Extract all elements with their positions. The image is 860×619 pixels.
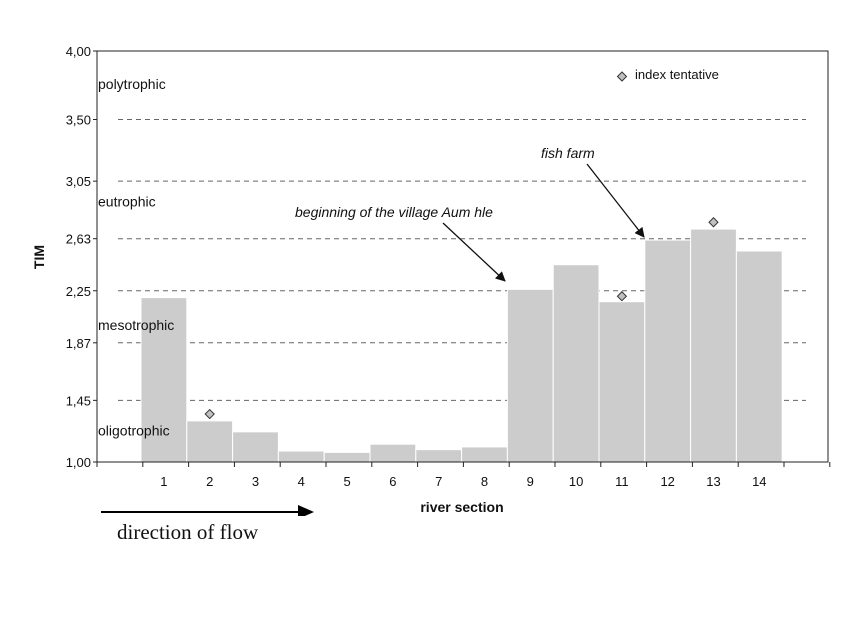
y-tick-label: 4,00: [66, 44, 91, 59]
y-tick-label: 2,25: [66, 284, 91, 299]
legend-diamond-icon: [616, 71, 628, 82]
x-axis-ticks: 1 2 3 4 5 6 7 8 9 10 11 12 13 14: [96, 462, 831, 489]
tentative-points: [204, 217, 719, 420]
x-tick-label: 14: [752, 474, 766, 489]
bar: [186, 420, 234, 463]
x-tick-label: 10: [569, 474, 583, 489]
x-tick-label: 6: [389, 474, 396, 489]
bar: [232, 431, 279, 463]
x-tick-label: 12: [660, 474, 674, 489]
x-tick-label: 7: [435, 474, 442, 489]
plot-frame: [96, 50, 829, 463]
trophic-labels: polytrophic eutrophic mesotrophic oligotrop…: [98, 76, 174, 439]
bars: [140, 228, 783, 463]
bar: [369, 443, 417, 463]
trophic-label: eutrophic: [98, 194, 156, 210]
x-tick-label: 11: [615, 474, 629, 489]
trophic-boundary-lines: [118, 119, 806, 401]
y-tick-label: 3,50: [66, 113, 91, 128]
annotation-village-text: beginning of the village Aum hle: [295, 204, 493, 220]
bar: [461, 446, 508, 463]
flow-arrowhead-icon: [298, 505, 314, 519]
x-tick-label: 4: [298, 474, 305, 489]
annotation-fish-farm-text: fish farm: [541, 145, 595, 161]
y-tick-label: 1,87: [66, 336, 91, 351]
trophic-label: oligotrophic: [98, 422, 170, 438]
bar: [506, 288, 554, 463]
bar: [277, 450, 325, 463]
y-tick-label: 2,63: [66, 232, 91, 247]
y-axis-ticks: 1,00 1,45 1,87 2,25 2,63 3,05 3,50 4,00: [66, 44, 97, 470]
bar: [690, 228, 737, 463]
annotation-village-arrow: [442, 222, 506, 282]
x-tick-label: 3: [252, 474, 259, 489]
trophic-label: mesotrophic: [98, 317, 174, 333]
x-tick-label: 1: [160, 474, 167, 489]
y-tick-label: 1,45: [66, 393, 91, 408]
x-tick-label: 8: [481, 474, 488, 489]
legend: index tentative: [616, 67, 719, 82]
trophic-label: polytrophic: [98, 76, 166, 92]
tentative-point: [616, 291, 628, 302]
y-axis-title: TIM: [31, 245, 47, 269]
annotation-village: beginning of the village Aum hle: [295, 204, 506, 282]
direction-of-flow-label: direction of flow: [103, 516, 311, 548]
y-tick-label: 3,05: [66, 174, 91, 189]
annotation-fish-farm: fish farm: [541, 145, 645, 238]
bar: [323, 451, 371, 463]
tentative-point: [204, 408, 215, 420]
x-tick-label: 5: [343, 474, 350, 489]
x-axis-title: river section: [420, 499, 503, 515]
tentative-point: [708, 217, 719, 228]
bar: [598, 301, 646, 463]
x-tick-label: 13: [706, 474, 720, 489]
bar: [415, 449, 463, 463]
y-tick-label: 1,00: [66, 455, 91, 470]
plot-border: [96, 50, 829, 463]
bar: [140, 297, 188, 463]
flow-arrow: [101, 505, 314, 519]
legend-label: index tentative: [635, 67, 719, 82]
bar: [644, 239, 692, 463]
bar: [735, 250, 783, 463]
x-tick-label: 2: [206, 474, 213, 489]
x-tick-label: 9: [527, 474, 534, 489]
bar: [552, 264, 600, 463]
annotation-fish-farm-arrow: [586, 163, 645, 238]
